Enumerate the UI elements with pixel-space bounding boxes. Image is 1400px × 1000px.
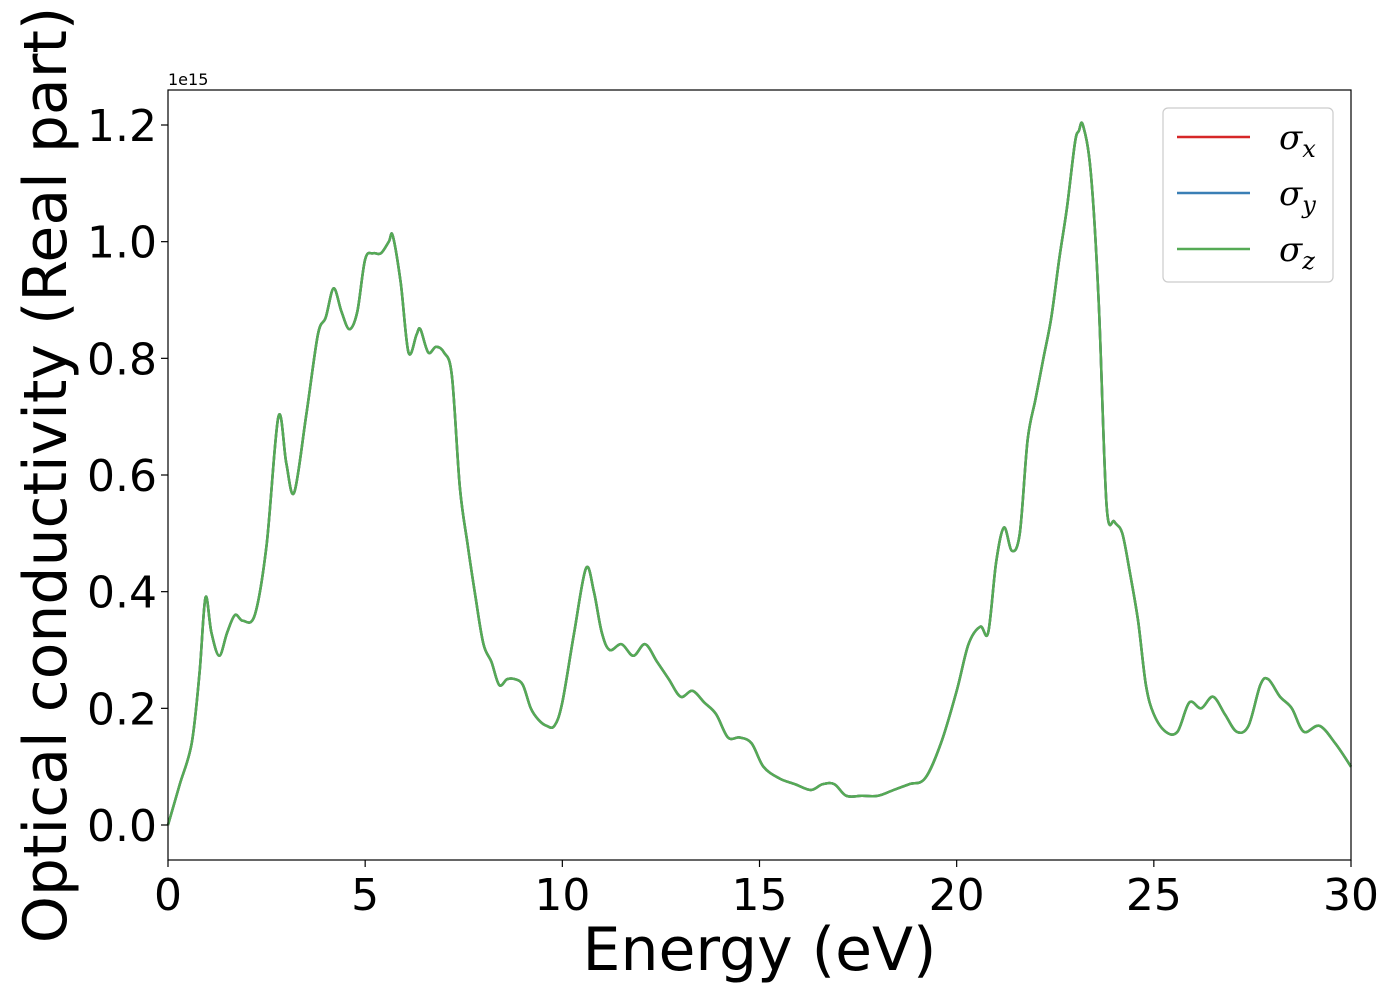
x-tick-label: 25 [1126,870,1182,921]
legend-label-sigma-y: σy [1279,174,1316,219]
y-axis-title: Optical conductivity (Real part) [11,7,81,944]
x-tick-label: 30 [1323,870,1379,921]
series-line-sigma-z [166,121,1353,826]
x-axis-ticks: 0 5 10 15 20 25 30 [154,860,1379,921]
x-tick-label: 10 [534,870,590,921]
legend-label-sigma-x: σx [1279,118,1316,163]
y-tick-label: 0.0 [87,801,157,852]
x-tick-label: 0 [154,870,182,921]
y-tick-label: 0.2 [87,684,157,735]
y-tick-label: 1.2 [87,101,157,152]
x-tick-label: 20 [929,870,985,921]
y-tick-label: 0.6 [87,451,157,502]
legend-label-sigma-z: σz [1279,230,1315,275]
x-axis-title: Energy (eV) [583,915,937,985]
y-tick-label: 1.0 [87,218,157,269]
x-tick-label: 5 [351,870,379,921]
x-tick-label: 15 [732,870,788,921]
legend-entries: σx σy σz [1177,118,1316,275]
y-offset-label: 1e15 [168,70,208,89]
y-axis-ticks: 0.0 0.2 0.4 0.6 0.8 1.0 1.2 [87,101,168,852]
legend: σx σy σz [1162,107,1334,283]
y-tick-label: 0.4 [87,568,157,619]
y-tick-label: 0.8 [87,334,157,385]
plot-area [168,90,1351,860]
series-layer [166,121,1353,826]
legend-box [1162,107,1334,283]
